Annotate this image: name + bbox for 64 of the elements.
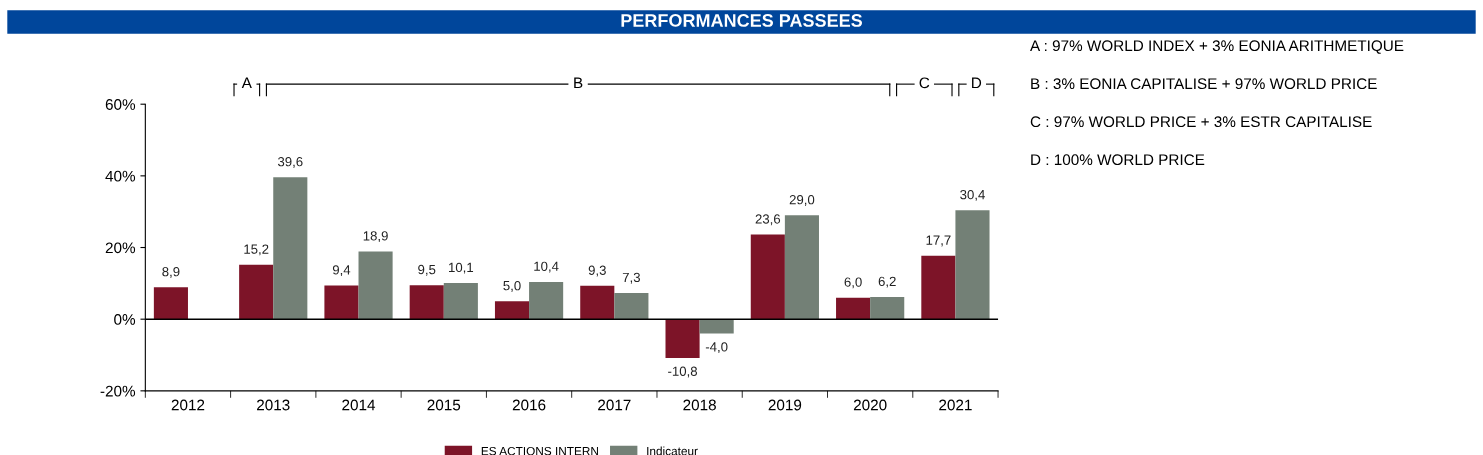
- data-label: 6,0: [844, 277, 862, 289]
- text: A : 97% WORLD INDEX + 3% EONIA ARITHMETIQUE: [1030, 40, 1404, 54]
- bar: [358, 251, 393, 320]
- y-tick-label: 0%: [114, 314, 136, 325]
- text: B : 3% EONIA CAPITALISE + 97% WORLD PRICE: [1031, 78, 1377, 90]
- data-label: 23,6: [755, 214, 781, 226]
- bar: [784, 215, 819, 320]
- x-tick-label: 2016: [512, 399, 546, 411]
- x-tick-label: 2015: [427, 399, 461, 411]
- bar: [409, 285, 444, 320]
- data-label: 5,0: [503, 280, 521, 292]
- legend-label: Indicateur: [647, 446, 698, 455]
- bar: [870, 296, 905, 320]
- x-tick-label: 2012: [171, 399, 205, 411]
- bar: [580, 285, 615, 320]
- bar: [529, 281, 564, 320]
- bar: [699, 319, 734, 334]
- x-tick-label: 2019: [768, 399, 802, 411]
- data-label: 9,4: [332, 265, 351, 277]
- legend-label: ES ACTIONS INTERN: [481, 446, 598, 455]
- y-tick-label: 20%: [105, 242, 136, 254]
- bar: [443, 282, 478, 320]
- text: B: [574, 77, 583, 89]
- data-label: 10,1: [449, 262, 474, 274]
- data-label: 39,6: [277, 157, 303, 168]
- bar: [239, 264, 274, 320]
- x-tick-label: 2018: [683, 399, 716, 411]
- data-label: 9,3: [588, 265, 606, 277]
- x-tick-label: 2020: [853, 399, 887, 411]
- y-tick-label: -20%: [100, 385, 136, 397]
- data-label: 8,9: [162, 267, 180, 278]
- text: D : 100% WORLD PRICE: [1031, 154, 1205, 166]
- data-label: 9,5: [418, 264, 436, 276]
- bar: [324, 285, 359, 320]
- data-label: 18,9: [363, 231, 388, 243]
- text: D: [972, 77, 982, 89]
- x-tick-label: 2017: [598, 399, 631, 411]
- data-label: 15,2: [244, 244, 269, 256]
- bar: [273, 177, 308, 320]
- text: C: [919, 77, 930, 89]
- y-tick-label: 60%: [105, 99, 136, 110]
- x-tick-label: 2021: [939, 399, 972, 411]
- data-label: -4,0: [705, 342, 728, 354]
- chart-title: PERFORMANCES PASSEES: [621, 14, 863, 27]
- text: A: [241, 77, 252, 89]
- bar: [750, 234, 785, 320]
- y-tick-label: 40%: [105, 170, 136, 182]
- data-label: 30,4: [960, 189, 985, 201]
- bar: [494, 301, 530, 320]
- data-label: 7,3: [622, 272, 640, 284]
- text: C : 97% WORLD PRICE + 3% ESTR CAPITALISE: [1030, 116, 1372, 128]
- data-label: 10,4: [534, 261, 559, 273]
- data-label: -10,8: [668, 366, 698, 378]
- bar: [614, 293, 649, 320]
- bar: [955, 210, 990, 320]
- data-label: 17,7: [926, 235, 951, 247]
- x-tick-label: 2014: [342, 399, 376, 411]
- bar: [153, 287, 188, 320]
- bar: [921, 255, 956, 320]
- data-label: 6,2: [878, 276, 896, 288]
- bar: [665, 319, 700, 358]
- data-label: 29,0: [789, 194, 815, 206]
- bar: [836, 297, 871, 320]
- x-tick-label: 2013: [257, 399, 290, 411]
